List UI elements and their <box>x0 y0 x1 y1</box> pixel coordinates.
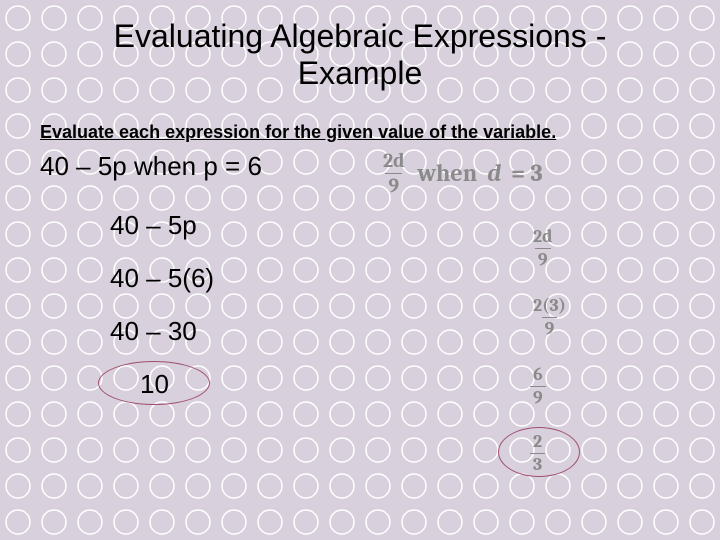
left-answer-wrap: 10 <box>140 369 390 400</box>
title-line2: Example <box>298 55 423 91</box>
frac-3-den: 9 <box>530 386 546 407</box>
frac-2-num: 2(3) <box>530 297 569 317</box>
stmt-frac-den: 9 <box>388 174 399 197</box>
frac-3-num: 6 <box>530 366 546 386</box>
stmt-eq: = 3 <box>511 159 543 187</box>
problems-row: 40 – 5p when p = 6 40 – 5p 40 – 5(6) 40 … <box>40 151 720 474</box>
frac-2-den: 9 <box>542 317 558 338</box>
left-step-2: 40 – 5(6) <box>110 263 390 294</box>
right-answer-wrap: 2 3 <box>530 433 545 474</box>
right-answer-den: 3 <box>530 453 545 474</box>
stmt-when: when <box>418 159 478 187</box>
title-line1: Evaluating Algebraic Expressions - <box>114 18 607 54</box>
right-answer-num: 2 <box>530 433 545 453</box>
slide-content: Evaluating Algebraic Expressions - Examp… <box>0 0 720 540</box>
frac-1: 2d 9 <box>530 228 555 269</box>
right-step-1: 2d 9 <box>530 226 680 269</box>
frac-1-num: 2d <box>530 228 555 248</box>
left-step-1: 40 – 5p <box>110 210 390 241</box>
stmt-frac-num: 2d <box>383 149 405 172</box>
right-step-2: 2(3) 9 <box>530 295 680 338</box>
frac-2: 2(3) 9 <box>530 297 569 338</box>
left-answer: 10 <box>140 369 169 399</box>
right-problem: 2d 9 when d = 3 2d 9 2(3) 9 <box>380 151 680 474</box>
left-step-3: 40 – 30 <box>110 316 390 347</box>
frac-3: 6 9 <box>530 366 546 407</box>
stmt-fraction: 2d 9 <box>380 151 408 196</box>
right-step-3: 6 9 <box>530 364 680 407</box>
slide-title: Evaluating Algebraic Expressions - Examp… <box>0 0 720 92</box>
right-answer-frac: 2 3 <box>530 433 545 474</box>
instruction-text: Evaluate each expression for the given v… <box>40 122 720 143</box>
right-problem-statement: 2d 9 when d = 3 <box>380 151 680 196</box>
stmt-var: d <box>487 159 501 187</box>
frac-1-den: 9 <box>535 248 551 269</box>
left-problem-statement: 40 – 5p when p = 6 <box>40 151 390 182</box>
left-problem: 40 – 5p when p = 6 40 – 5p 40 – 5(6) 40 … <box>40 151 390 400</box>
